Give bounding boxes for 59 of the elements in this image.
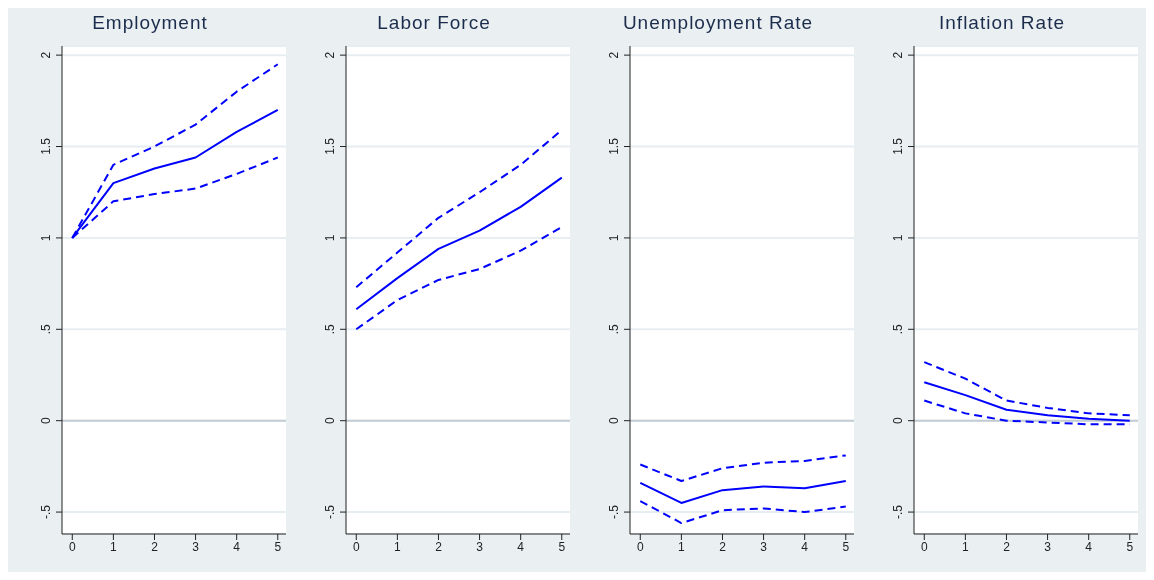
- x-tick-label: 5: [558, 539, 566, 554]
- x-tick-label: 5: [842, 539, 850, 554]
- line-series: [639, 454, 847, 482]
- y-tick-label: 2: [891, 51, 905, 59]
- x-tick-label: 5: [274, 539, 282, 554]
- y-tick-label: 2: [323, 51, 337, 59]
- x-tick-label: 2: [151, 539, 159, 554]
- y-tick-label: 0: [607, 417, 621, 425]
- x-tick-label: 1: [678, 539, 686, 554]
- chart-title: Unemployment Rate: [621, 12, 815, 35]
- line-series: [639, 500, 847, 525]
- y-tick-label: .5: [39, 323, 53, 335]
- y-tick-label: 0: [39, 417, 53, 425]
- x-tick-label: 4: [1085, 539, 1093, 554]
- x-tick-label: 4: [233, 539, 241, 554]
- x-tick-label: 0: [920, 539, 928, 554]
- x-tick-label: 3: [760, 539, 768, 554]
- x-tick-label: 4: [517, 539, 525, 554]
- x-tick-label: 4: [801, 539, 809, 554]
- y-tick-label: 1.5: [39, 137, 53, 155]
- chart-title: Labor Force: [376, 12, 492, 35]
- y-tick-label: -.5: [607, 504, 621, 520]
- y-tick-label: 0: [323, 417, 337, 425]
- y-tick-label: 1: [891, 234, 905, 242]
- x-tick-label: 1: [394, 539, 402, 554]
- y-tick-label: -.5: [323, 504, 337, 520]
- y-tick-label: 1: [607, 234, 621, 242]
- x-tick-label: 0: [636, 539, 644, 554]
- y-tick-label: -.5: [39, 504, 53, 520]
- chart-title: Inflation Rate: [938, 12, 1066, 35]
- x-tick-label: 3: [192, 539, 200, 554]
- y-tick-label: .5: [891, 323, 905, 335]
- y-tick-label: 0: [891, 417, 905, 425]
- line-series: [923, 381, 1131, 422]
- x-tick-label: 3: [1044, 539, 1052, 554]
- x-tick-label: 3: [476, 539, 484, 554]
- y-tick-label: 2: [607, 51, 621, 59]
- chart-title: Employment: [91, 12, 209, 35]
- line-series: [355, 225, 563, 331]
- y-tick-label: .5: [323, 323, 337, 335]
- y-tick-label: -.5: [891, 504, 905, 520]
- x-tick-label: 0: [352, 539, 360, 554]
- x-tick-label: 2: [719, 539, 727, 554]
- y-tick-label: 1.5: [891, 137, 905, 155]
- x-tick-label: 1: [962, 539, 970, 554]
- y-tick-label: 1: [39, 234, 53, 242]
- y-tick-label: 1.5: [323, 137, 337, 155]
- x-tick-label: 1: [110, 539, 118, 554]
- line-series: [923, 361, 1131, 417]
- y-tick-label: 1.5: [607, 137, 621, 155]
- x-tick-label: 2: [435, 539, 443, 554]
- line-series: [639, 480, 847, 504]
- x-tick-label: 2: [1003, 539, 1011, 554]
- y-tick-label: 1: [323, 234, 337, 242]
- x-tick-label: 5: [1126, 539, 1134, 554]
- line-series: [355, 176, 563, 311]
- y-tick-label: .5: [607, 323, 621, 335]
- x-tick-label: 0: [68, 539, 76, 554]
- y-tick-label: 2: [39, 51, 53, 59]
